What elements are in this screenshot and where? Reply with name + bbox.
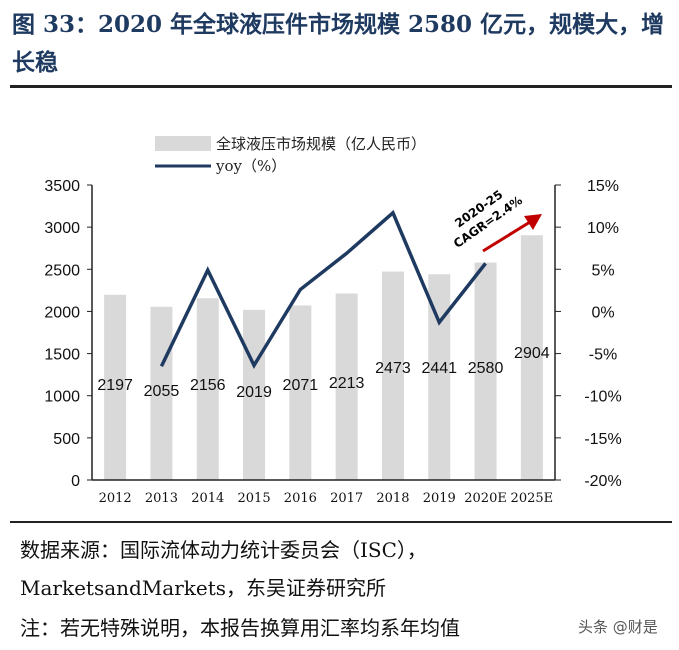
data-label-2020E: 2580 bbox=[468, 360, 504, 377]
x-tick-2013: 2013 bbox=[145, 491, 178, 506]
right-tick--20%: -20% bbox=[584, 473, 621, 490]
bar-2019 bbox=[428, 274, 451, 480]
data-label-2017: 2213 bbox=[329, 375, 365, 392]
cagr-arrow-head bbox=[524, 214, 542, 230]
data-label-2014: 2156 bbox=[190, 377, 226, 394]
legend-bar-swatch bbox=[155, 136, 211, 151]
cagr-arrow bbox=[482, 220, 531, 253]
figure-title: 图 33：2020 年全球液压件市场规模 2580 亿元，规模大，增长稳 bbox=[12, 11, 665, 76]
bar-2025E bbox=[520, 235, 543, 480]
bar-2016 bbox=[289, 305, 312, 480]
left-tick-3000: 3000 bbox=[44, 220, 80, 237]
legend-line-label: yoy（%） bbox=[215, 157, 286, 175]
bar-2020E bbox=[474, 262, 497, 480]
bar-2017 bbox=[335, 293, 358, 480]
watermark: 头条 @财是 bbox=[578, 618, 658, 636]
left-tick-0: 0 bbox=[71, 473, 80, 490]
left-tick-1000: 1000 bbox=[44, 389, 80, 406]
data-label-2012: 2197 bbox=[97, 377, 133, 394]
right-tick-10%: 10% bbox=[587, 220, 619, 237]
left-tick-2000: 2000 bbox=[44, 304, 80, 321]
bar-2013 bbox=[150, 306, 173, 480]
x-tick-2020E: 2020E bbox=[464, 491, 507, 506]
source-line-2: MarketsandMarkets，东吴证券研究所 bbox=[20, 576, 387, 600]
x-tick-2014: 2014 bbox=[191, 491, 224, 506]
source-divider bbox=[10, 521, 672, 523]
data-label-2018: 2473 bbox=[375, 360, 411, 377]
data-label-2019: 2441 bbox=[421, 360, 457, 377]
right-tick-5%: 5% bbox=[591, 262, 614, 279]
x-tick-2018: 2018 bbox=[376, 491, 409, 506]
x-tick-2012: 2012 bbox=[99, 491, 132, 506]
data-label-2025E: 2904 bbox=[514, 345, 550, 362]
source-line-1: 数据来源：国际流体动力统计委员会（ISC）， bbox=[20, 538, 427, 562]
right-tick-0%: 0% bbox=[591, 304, 614, 321]
left-tick-2500: 2500 bbox=[44, 262, 80, 279]
bar-2018 bbox=[381, 271, 404, 480]
x-tick-2019: 2019 bbox=[423, 491, 456, 506]
bar-2014 bbox=[196, 298, 219, 480]
yoy-line bbox=[159, 209, 487, 370]
left-tick-3500: 3500 bbox=[44, 178, 80, 195]
note: 注：若无特殊说明，本报告换算用汇率均系年均值 bbox=[20, 616, 460, 640]
left-tick-500: 500 bbox=[53, 431, 80, 448]
bar-2012 bbox=[104, 294, 127, 480]
x-tick-2017: 2017 bbox=[330, 491, 363, 506]
right-tick--5%: -5% bbox=[589, 347, 617, 364]
x-tick-2015: 2015 bbox=[238, 491, 271, 506]
legend-bar-label: 全球液压市场规模（亿人民币） bbox=[216, 135, 426, 153]
chart: 全球液压市场规模（亿人民币） yoy（%） 0 500 1000 1500 2000 250… bbox=[44, 135, 621, 506]
right-tick--15%: -15% bbox=[584, 431, 621, 448]
x-tick-2025E: 2025E bbox=[511, 491, 554, 506]
right-tick--10%: -10% bbox=[584, 389, 621, 406]
left-tick-1500: 1500 bbox=[44, 347, 80, 364]
data-label-2015: 2019 bbox=[236, 384, 272, 401]
data-label-2013: 2055 bbox=[144, 383, 180, 400]
data-label-2016: 2071 bbox=[283, 377, 319, 394]
legend: 全球液压市场规模（亿人民币） yoy（%） bbox=[155, 135, 426, 175]
title-divider bbox=[10, 85, 672, 88]
right-tick-15%: 15% bbox=[587, 178, 619, 195]
x-tick-2016: 2016 bbox=[284, 491, 317, 506]
